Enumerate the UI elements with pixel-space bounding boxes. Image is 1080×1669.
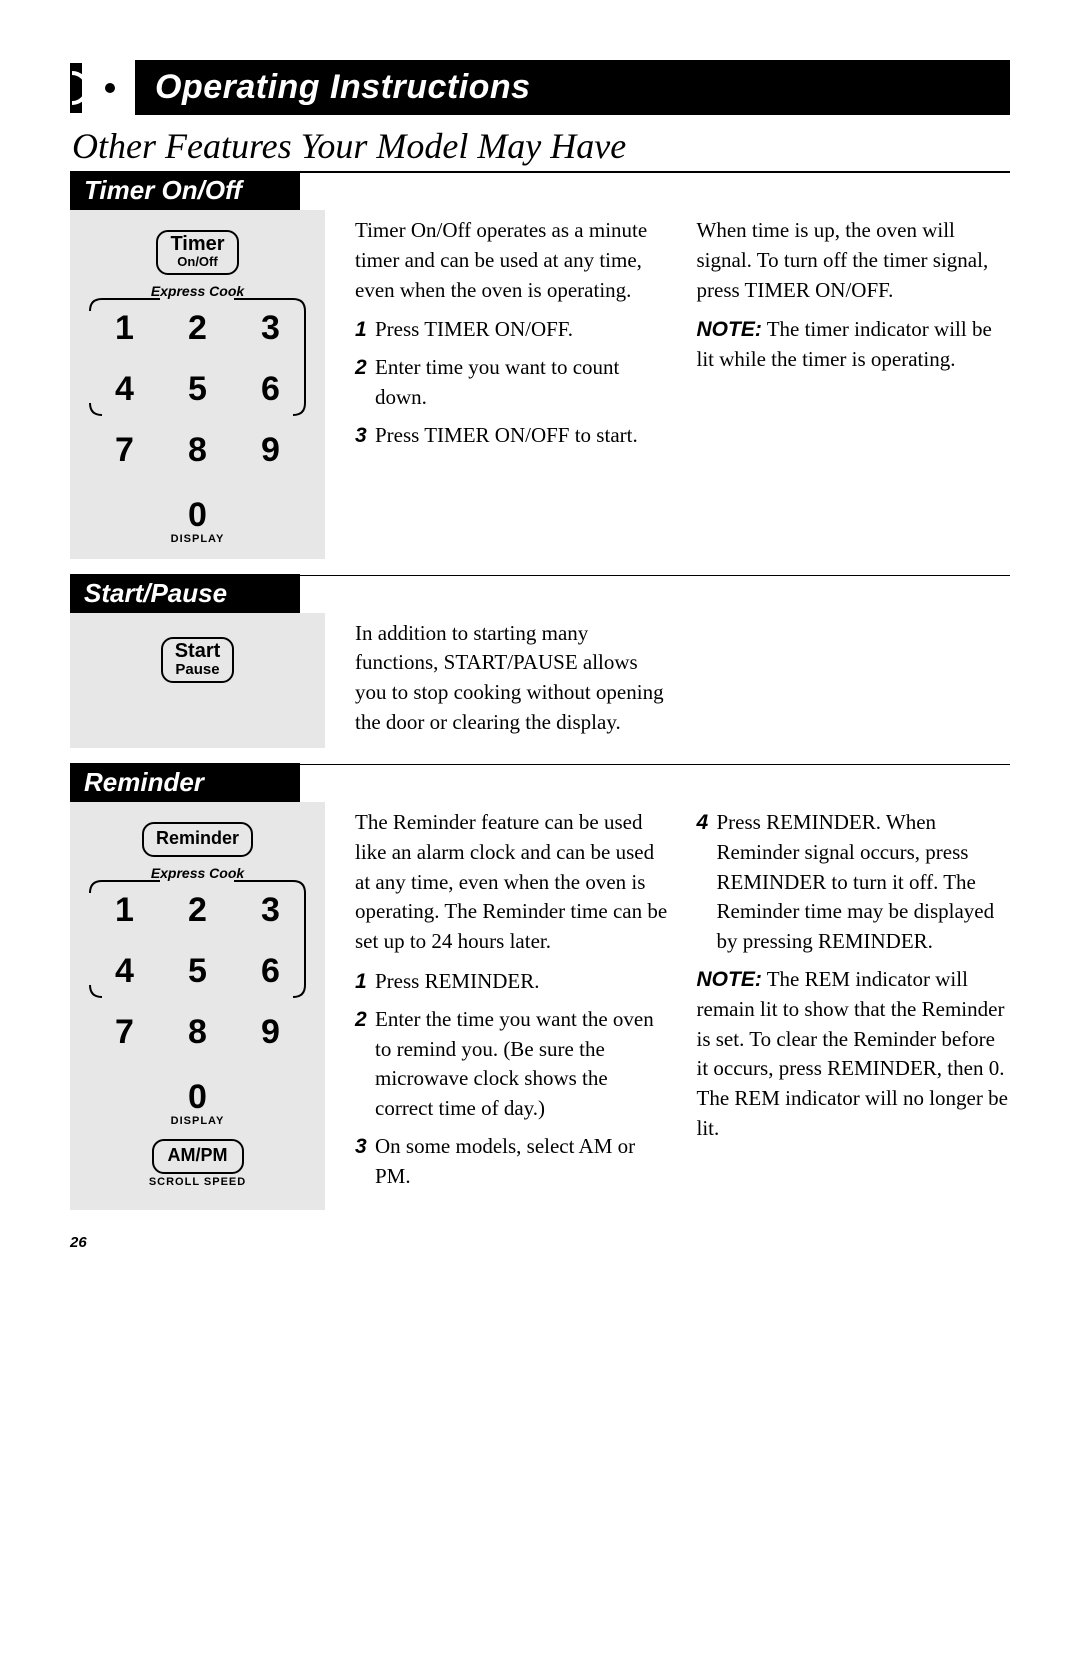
scroll-speed-label: SCROLL SPEED bbox=[90, 1176, 305, 1188]
timer-col2: When time is up, the oven will signal. T… bbox=[697, 216, 1011, 559]
key-7: 7 bbox=[102, 431, 147, 470]
express-cook-label: Express Cook bbox=[90, 283, 305, 299]
key-6: 6 bbox=[248, 952, 293, 991]
reminder-step-1: 1 Press REMINDER. bbox=[355, 967, 669, 997]
key-3: 3 bbox=[248, 309, 293, 348]
ampm-button-label: AM/PM bbox=[166, 1143, 230, 1168]
ampm-button: AM/PM bbox=[152, 1139, 244, 1174]
reminder-text: The Reminder feature can be used like an… bbox=[355, 802, 1010, 1210]
timer-button-main: Timer bbox=[170, 234, 224, 255]
main-heading: Operating Instructions bbox=[135, 60, 1010, 115]
start-col1: In addition to starting many functions, … bbox=[355, 619, 669, 748]
key-0: 0 bbox=[90, 1078, 305, 1117]
timer-section: Timer On/Off Express Cook 1 2 3 4 5 6 7 … bbox=[70, 210, 1010, 559]
step-num: 1 bbox=[355, 315, 369, 345]
note-label: NOTE: bbox=[697, 318, 762, 341]
step-num: 1 bbox=[355, 967, 369, 997]
timer-step-1: 1 Press TIMER ON/OFF. bbox=[355, 315, 669, 345]
step-num: 2 bbox=[355, 353, 369, 413]
timer-col1: Timer On/Off operates as a minute timer … bbox=[355, 216, 669, 559]
reminder-step-2: 2 Enter the time you want the oven to re… bbox=[355, 1005, 669, 1124]
step-num: 3 bbox=[355, 1132, 369, 1192]
key-4: 4 bbox=[102, 952, 147, 991]
key-5: 5 bbox=[175, 370, 220, 409]
reminder-button-main: Reminder bbox=[156, 826, 239, 851]
key-2: 2 bbox=[175, 891, 220, 930]
reminder-col2: 4 Press REMINDER. When Reminder signal o… bbox=[697, 808, 1011, 1210]
reminder-keypad-panel: Reminder Express Cook 1 2 3 4 5 6 7 8 9 … bbox=[70, 802, 325, 1210]
reminder-note: NOTE: The REM indicator will remain lit … bbox=[697, 965, 1011, 1144]
key-6: 6 bbox=[248, 370, 293, 409]
step-text: Enter time you want to count down. bbox=[375, 353, 669, 413]
timer-keypad-panel: Timer On/Off Express Cook 1 2 3 4 5 6 7 … bbox=[70, 210, 325, 559]
note-label: NOTE: bbox=[697, 968, 762, 991]
reminder-section: Reminder Express Cook 1 2 3 4 5 6 7 8 9 … bbox=[70, 802, 1010, 1210]
key-5: 5 bbox=[175, 952, 220, 991]
key-3: 3 bbox=[248, 891, 293, 930]
key-0: 0 bbox=[90, 496, 305, 535]
display-label: DISPLAY bbox=[90, 533, 305, 545]
timer-step-3: 3 Press TIMER ON/OFF to start. bbox=[355, 421, 669, 451]
reminder-col1: The Reminder feature can be used like an… bbox=[355, 808, 669, 1210]
start-paragraph: In addition to starting many functions, … bbox=[355, 619, 669, 738]
timer-button: Timer On/Off bbox=[156, 230, 238, 275]
start-text: In addition to starting many functions, … bbox=[355, 613, 1010, 748]
key-8: 8 bbox=[175, 431, 220, 470]
step-text: Press REMINDER. bbox=[375, 967, 669, 997]
step-num: 2 bbox=[355, 1005, 369, 1124]
timer-button-sub: On/Off bbox=[170, 255, 224, 269]
timer-note: NOTE: The timer indicator will be lit wh… bbox=[697, 315, 1011, 375]
start-pause-button: Start Pause bbox=[161, 637, 235, 684]
section-heading-reminder: Reminder bbox=[70, 763, 300, 802]
section-heading-start: Start/Pause bbox=[70, 574, 300, 613]
key-1: 1 bbox=[102, 891, 147, 930]
step-text: On some models, select AM or PM. bbox=[375, 1132, 669, 1192]
step-text: Press REMINDER. When Reminder signal occ… bbox=[717, 808, 1011, 957]
keypad-bracket: 1 2 3 4 5 6 7 8 9 bbox=[90, 883, 305, 1060]
step-num: 3 bbox=[355, 421, 369, 451]
key-2: 2 bbox=[175, 309, 220, 348]
key-1: 1 bbox=[102, 309, 147, 348]
start-button-sub: Pause bbox=[175, 662, 221, 678]
key-4: 4 bbox=[102, 370, 147, 409]
timer-text: Timer On/Off operates as a minute timer … bbox=[355, 210, 1010, 559]
keypad-bracket: 1 2 3 4 5 6 7 8 9 bbox=[90, 301, 305, 478]
note-text: The REM indicator will remain lit to sho… bbox=[697, 967, 1008, 1140]
display-label: DISPLAY bbox=[90, 1115, 305, 1127]
step-text: Press TIMER ON/OFF. bbox=[375, 315, 669, 345]
page-number: 26 bbox=[70, 1234, 1010, 1251]
page-header: Operating Instructions bbox=[70, 60, 1010, 115]
step-num: 4 bbox=[697, 808, 711, 957]
step-text: Enter the time you want the oven to remi… bbox=[375, 1005, 669, 1124]
reminder-step-4: 4 Press REMINDER. When Reminder signal o… bbox=[697, 808, 1011, 957]
keypad-grid: 1 2 3 4 5 6 7 8 9 bbox=[90, 301, 305, 478]
reminder-step-3: 3 On some models, select AM or PM. bbox=[355, 1132, 669, 1192]
sub-heading: Other Features Your Model May Have bbox=[72, 125, 1010, 167]
tab-icon bbox=[70, 63, 120, 113]
start-button-main: Start bbox=[175, 641, 221, 662]
reminder-button: Reminder bbox=[142, 822, 253, 857]
reminder-intro: The Reminder feature can be used like an… bbox=[355, 808, 669, 957]
timer-step-2: 2 Enter time you want to count down. bbox=[355, 353, 669, 413]
keypad-grid: 1 2 3 4 5 6 7 8 9 bbox=[90, 883, 305, 1060]
timer-col2-p1: When time is up, the oven will signal. T… bbox=[697, 216, 1011, 305]
key-7: 7 bbox=[102, 1013, 147, 1052]
section-heading-timer: Timer On/Off bbox=[70, 171, 300, 210]
express-cook-label: Express Cook bbox=[90, 865, 305, 881]
key-9: 9 bbox=[248, 1013, 293, 1052]
key-8: 8 bbox=[175, 1013, 220, 1052]
start-section: Start Pause In addition to starting many… bbox=[70, 613, 1010, 748]
timer-intro: Timer On/Off operates as a minute timer … bbox=[355, 216, 669, 305]
start-col2-empty bbox=[697, 619, 1011, 748]
start-panel: Start Pause bbox=[70, 613, 325, 748]
key-9: 9 bbox=[248, 431, 293, 470]
step-text: Press TIMER ON/OFF to start. bbox=[375, 421, 669, 451]
